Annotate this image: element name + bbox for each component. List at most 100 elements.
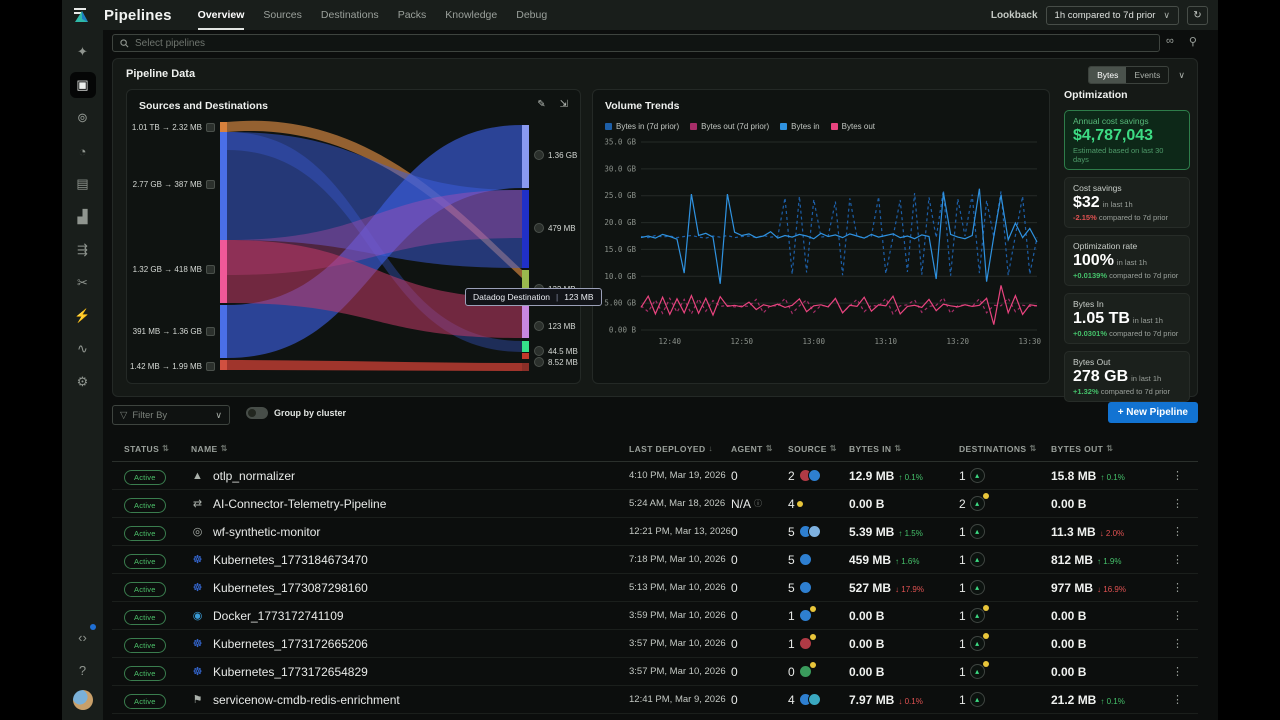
source-type-icon	[798, 665, 812, 678]
sort-icon[interactable]: ⇅	[1106, 444, 1114, 453]
automations-icon[interactable]: ⚡	[74, 308, 91, 323]
lookback-select[interactable]: 1h compared to 7d prior ∨	[1045, 5, 1179, 25]
destination-node-icon[interactable]	[534, 150, 544, 160]
column-header-last-deployed[interactable]: Last Deployed ↓	[629, 443, 713, 454]
table-row[interactable]: Active ☸ Kubernetes_1773172654829 3:57 PM, …	[112, 658, 1198, 686]
sort-desc-icon[interactable]: ↓	[708, 444, 713, 453]
column-header-agent[interactable]: Agent ⇅	[731, 443, 773, 454]
annual-cost-savings-card[interactable]: Annual cost savings $4,787,043 Estimated…	[1064, 110, 1190, 170]
optimization-stat-card[interactable]: Optimization rate 100% in last 1h +0.0139% …	[1064, 235, 1190, 286]
logs-icon[interactable]: ▤	[76, 176, 89, 191]
tab-sources[interactable]: Sources	[263, 9, 302, 21]
optimization-stat-card[interactable]: Cost savings $32 in last 1h -2.15% compared…	[1064, 177, 1190, 228]
column-header-name[interactable]: Name ⇅	[191, 443, 228, 454]
new-pipeline-button[interactable]: + New Pipeline	[1107, 402, 1198, 423]
unit-events[interactable]: Events	[1134, 70, 1161, 80]
help-icon[interactable]: ?	[78, 662, 87, 678]
pipeline-search[interactable]	[112, 34, 1160, 52]
row-menu-button[interactable]: ⋮	[1172, 498, 1183, 510]
sort-icon[interactable]: ⇅	[162, 444, 170, 453]
column-header-destinations[interactable]: Destinations ⇅	[959, 443, 1037, 454]
sort-icon[interactable]: ⇅	[829, 444, 837, 453]
row-menu-button[interactable]: ⋮	[1172, 526, 1183, 538]
row-menu-button[interactable]: ⋮	[1172, 610, 1183, 622]
source-node-icon[interactable]	[206, 327, 215, 336]
sankey-diagram[interactable]	[127, 90, 582, 385]
unit-bytes[interactable]: Bytes	[1089, 67, 1127, 83]
pipelines-icon[interactable]: ▣	[69, 72, 96, 98]
discovery-icon[interactable]: ⊚	[77, 110, 88, 125]
source-node-icon[interactable]	[206, 180, 215, 189]
legend-item[interactable]: Bytes out (7d prior)	[690, 122, 769, 131]
sort-icon[interactable]: ⇅	[220, 444, 228, 453]
sankey-source-label: 1.42 MB → 1.99 MB	[129, 362, 202, 371]
user-avatar[interactable]	[72, 690, 93, 710]
column-header-source[interactable]: Source ⇅	[788, 443, 837, 454]
panel-collapse-chevron-icon[interactable]: ∨	[1178, 69, 1185, 80]
legend-item[interactable]: Bytes in (7d prior)	[605, 122, 679, 131]
group-by-cluster-toggle[interactable]	[246, 407, 268, 419]
app-window: Pipelines Overview Sources Destinations Pac…	[62, 0, 1218, 720]
table-row[interactable]: Active ⚑ servicenow-cmdb-redis-enrichment 1…	[112, 686, 1198, 714]
brand-logo-icon[interactable]	[71, 7, 91, 23]
table-row[interactable]: Active ⇄ AI-Connector-Telemetry-Pipeline 5:…	[112, 490, 1198, 518]
volume-trends-chart[interactable]: 35.0 GB 30.0 GB 25.0 GB 20.0 GB 15.0 GB 10.0 …	[599, 136, 1043, 352]
legend-item[interactable]: Bytes out	[830, 122, 875, 131]
legend-item[interactable]: Bytes in	[780, 122, 820, 131]
events-icon[interactable]: ⇶	[77, 242, 88, 257]
source-node-icon[interactable]	[206, 362, 215, 371]
table-row[interactable]: Active ☸ Kubernetes_1773184673470 7:18 PM, …	[112, 546, 1198, 574]
row-menu-button[interactable]: ⋮	[1172, 694, 1183, 706]
search-input[interactable]	[135, 37, 1152, 49]
row-menu-button[interactable]: ⋮	[1172, 582, 1183, 594]
destination-node-icon[interactable]	[534, 346, 544, 356]
table-row[interactable]: Active ◎ wf-synthetic-monitor 12:21 PM, Mar…	[112, 518, 1198, 546]
sort-icon[interactable]: ⇅	[765, 444, 773, 453]
column-header-bytes-in[interactable]: Bytes In ⇅	[849, 443, 902, 454]
optimization-stat-card[interactable]: Bytes In 1.05 TB in last 1h +0.0301% compar…	[1064, 293, 1190, 344]
alert-dot	[796, 500, 803, 507]
anomalies-icon[interactable]: ∿	[77, 341, 88, 356]
filter-by-select[interactable]: ▽ Filter By ∨	[112, 405, 230, 425]
destination-node-icon[interactable]	[534, 321, 544, 331]
settings-icon[interactable]: ⚙	[76, 374, 89, 389]
table-row[interactable]: Active ▲ otlp_normalizer 4:10 PM, Mar 19, 2…	[112, 462, 1198, 490]
row-menu-button[interactable]: ⋮	[1172, 554, 1183, 566]
optimization-stat-card[interactable]: Bytes Out 278 GB in last 1h +1.32% compared…	[1064, 351, 1190, 402]
row-menu-button[interactable]: ⋮	[1172, 638, 1183, 650]
column-header-status[interactable]: Status ⇅	[124, 443, 170, 454]
tab-knowledge[interactable]: Knowledge	[445, 9, 498, 21]
dashboards-icon[interactable]: ◔	[78, 143, 87, 159]
agents-icon[interactable]: ✂	[77, 275, 88, 290]
tab-destinations[interactable]: Destinations	[320, 9, 379, 21]
sankey-source-label: 1.32 GB → 418 MB	[132, 265, 202, 274]
tab-debug[interactable]: Debug	[516, 9, 548, 21]
source-node-icon[interactable]	[206, 265, 215, 274]
tab-packs[interactable]: Packs	[397, 9, 427, 21]
table-row[interactable]: Active ◉ Docker_1773172741109 3:59 PM, Mar …	[112, 602, 1198, 630]
ai-sparkle-icon[interactable]: ✦	[77, 44, 88, 59]
destination-node-icon[interactable]	[534, 357, 544, 367]
sort-icon[interactable]: ⇅	[894, 444, 902, 453]
edit-icon[interactable]: ✎	[537, 99, 546, 110]
destination-node-icon[interactable]	[534, 223, 544, 233]
link-icon[interactable]: ∞	[1166, 35, 1174, 47]
source-type-icon	[807, 469, 821, 482]
source-node-icon[interactable]	[206, 123, 215, 132]
code-icon[interactable]: ‹›	[70, 624, 96, 650]
row-menu-button[interactable]: ⋮	[1172, 666, 1183, 678]
table-row[interactable]: Active ☸ Kubernetes_1773172665206 3:57 PM, …	[112, 630, 1198, 658]
table-row[interactable]: Active ☸ Kubernetes_1773087298160 5:13 PM, …	[112, 574, 1198, 602]
tab-overview[interactable]: Overview	[197, 0, 245, 30]
sort-icon[interactable]: ⇅	[1029, 444, 1037, 453]
sankey-source-label: 391 MB → 1.36 GB	[132, 327, 202, 336]
stat-label: Annual cost savings	[1073, 116, 1149, 126]
refresh-button[interactable]: ↻	[1187, 5, 1208, 25]
pin-icon[interactable]: ⚲	[1188, 36, 1197, 48]
row-menu-button[interactable]: ⋮	[1172, 470, 1183, 482]
lookback-label: Lookback	[990, 9, 1038, 21]
table-body: Active ▲ otlp_normalizer 4:10 PM, Mar 19, 2…	[112, 462, 1198, 714]
column-header-bytes-out[interactable]: Bytes Out ⇅	[1051, 443, 1114, 454]
expand-icon[interactable]: ⇲	[559, 99, 568, 110]
metrics-icon[interactable]: ▟	[77, 209, 88, 224]
